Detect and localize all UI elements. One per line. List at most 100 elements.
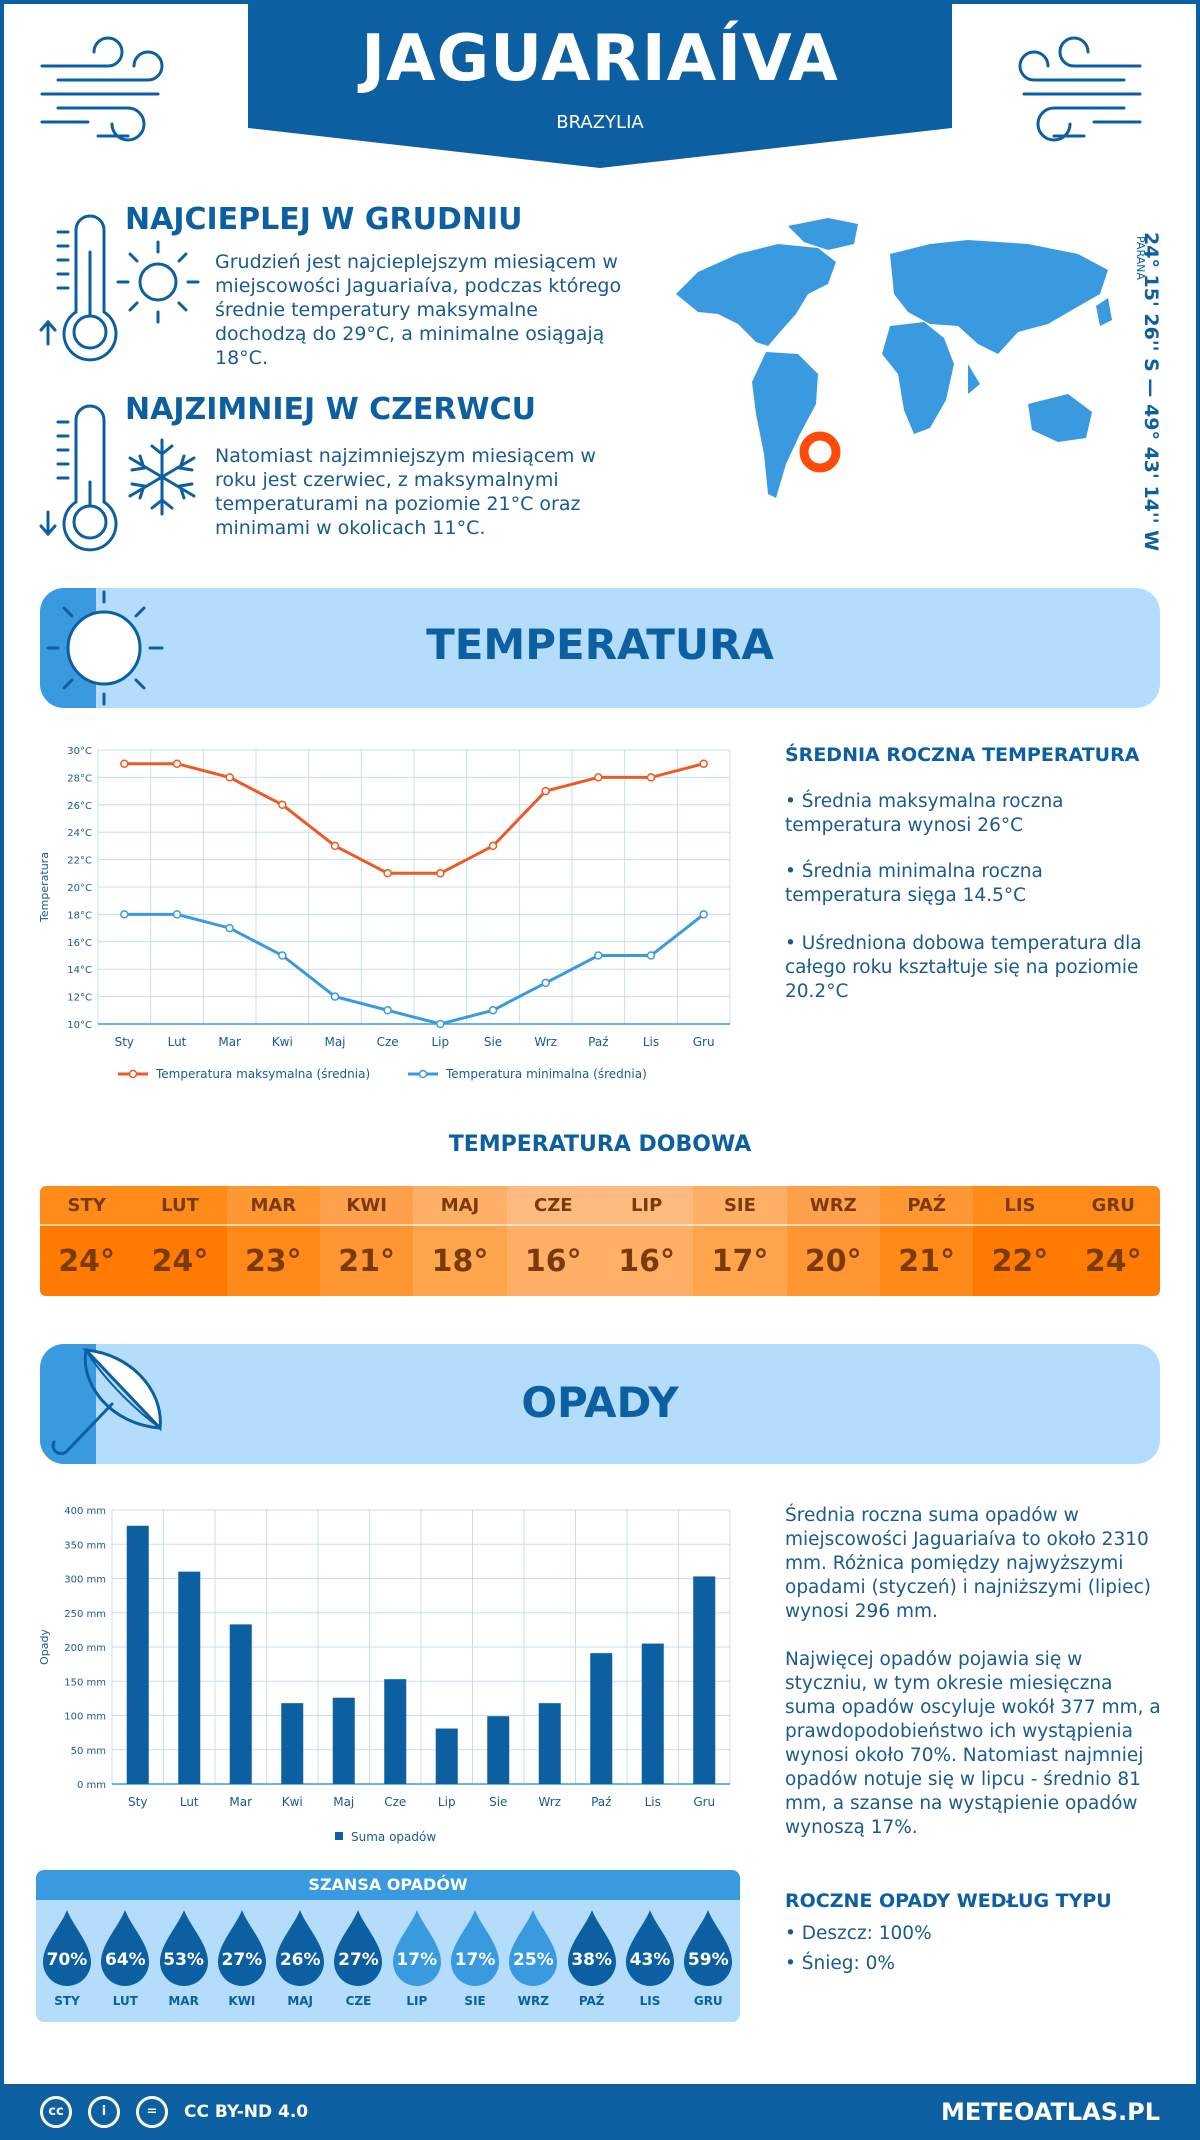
precip-chance-item: 25% WRZ bbox=[504, 1900, 562, 2018]
data-point bbox=[436, 1019, 445, 1029]
raindrop-icon bbox=[334, 1910, 383, 1986]
daily-temp-value: 16° bbox=[506, 1226, 600, 1296]
sun-icon bbox=[46, 590, 164, 706]
y-tick-label: 300 mm bbox=[64, 1575, 106, 1586]
precip-banner bbox=[40, 1344, 1160, 1464]
x-tick-label: Kwi bbox=[282, 1795, 303, 1809]
precip-type-rain: • Deszcz: 100% bbox=[785, 1923, 932, 1944]
data-point bbox=[646, 951, 656, 960]
precip-chance-item: 70% STY bbox=[38, 1900, 96, 2018]
temperature-title: TEMPERATURA bbox=[426, 620, 774, 669]
precip-chance-value: 53% bbox=[163, 1950, 204, 1970]
daily-temp-value: 21° bbox=[879, 1226, 974, 1296]
warmest-title: NAJCIEPLEJ W GRUDNIU bbox=[125, 202, 523, 237]
daily-temp-column: LUT 24° bbox=[133, 1186, 227, 1296]
y-tick-label: 30°C bbox=[67, 746, 92, 757]
legend-swatch bbox=[335, 1832, 343, 1840]
raindrop-icon bbox=[684, 1910, 733, 1986]
daily-temp-column: MAJ 18° bbox=[413, 1186, 507, 1296]
precip-chance-row: 70% STY 64% LUT 53% MAR 27% KWI 26% MAJ 27% CZE 17% L… bbox=[36, 1900, 740, 2018]
daily-temp-table: STY 24° LUT 24° MAR 23° KWI 21° MAJ 18° CZE 16° LIP 1… bbox=[40, 1186, 1160, 1296]
coldest-text: Natomiast najzimniejszym miesiącem w rok… bbox=[215, 445, 596, 539]
precip-chance-item: 59% GRU bbox=[679, 1900, 737, 2018]
daily-temp-value: 24° bbox=[1066, 1226, 1160, 1296]
x-tick-label: Lip bbox=[432, 1035, 450, 1049]
precipitation-chart: 0 mm 50 mm 100 mm 150 mm 200 mm 250 mm 300 mm 3… bbox=[38, 1506, 731, 1844]
data-point bbox=[541, 978, 550, 988]
daily-month-label: SIE bbox=[693, 1186, 787, 1226]
raindrop-icon bbox=[509, 1910, 558, 1986]
raindrop-icon bbox=[101, 1910, 150, 1986]
daily-month-label: LIP bbox=[599, 1186, 694, 1226]
precip-chance-item: 27% KWI bbox=[213, 1900, 271, 2018]
precip-chance-value: 17% bbox=[396, 1950, 438, 1970]
x-tick-label: Sie bbox=[489, 1795, 507, 1809]
precip-chance-month: LIP bbox=[406, 1994, 428, 2008]
y-axis-label: Opady bbox=[38, 1629, 51, 1665]
daily-temp-value: 16° bbox=[599, 1226, 694, 1296]
precip-chance-month: LUT bbox=[112, 1994, 138, 2008]
daily-temp-column: WRZ 20° bbox=[786, 1186, 880, 1296]
precip-chance-month: PAŹ bbox=[578, 1994, 605, 2008]
header-banner bbox=[248, 0, 952, 168]
temperature-banner bbox=[40, 588, 1160, 708]
data-point bbox=[278, 800, 287, 810]
warmest-text: Grudzień jest najcieplejszym miesiącem w… bbox=[215, 251, 622, 369]
precip-bar bbox=[281, 1703, 304, 1784]
precip-bar bbox=[229, 1624, 252, 1784]
precip-bar bbox=[384, 1679, 407, 1784]
region-label: PARANÁ bbox=[1134, 236, 1147, 280]
data-point bbox=[225, 773, 234, 782]
precip-chance-value: 38% bbox=[571, 1950, 613, 1970]
daily-temp-value: 17° bbox=[693, 1226, 787, 1296]
precip-chance-item: 43% LIS bbox=[621, 1900, 679, 2018]
x-tick-label: Mar bbox=[218, 1035, 241, 1049]
y-tick-label: 28°C bbox=[67, 773, 92, 784]
daily-temp-column: LIP 16° bbox=[599, 1186, 694, 1296]
raindrop-icon bbox=[567, 1910, 616, 1986]
x-tick-label: Maj bbox=[324, 1035, 345, 1049]
temperature-chart: 10°C 12°C 14°C 16°C 18°C 20°C 22°C 24°C 26°C 28°C… bbox=[38, 746, 731, 1081]
attribution-icon: i bbox=[88, 2096, 120, 2128]
daily-month-label: PAŹ bbox=[879, 1186, 974, 1226]
data-point bbox=[488, 1006, 498, 1015]
precip-chance-item: 26% MAJ bbox=[271, 1900, 329, 2018]
y-tick-label: 24°C bbox=[67, 828, 92, 839]
precip-bar bbox=[693, 1576, 716, 1784]
daily-temp-column: LIS 22° bbox=[973, 1186, 1067, 1296]
daily-month-label: GRU bbox=[1066, 1186, 1160, 1226]
avg-min-bullet: • Średnia minimalna roczna temperatura s… bbox=[785, 861, 1043, 906]
raindrop-icon bbox=[625, 1910, 674, 1986]
precip-bar bbox=[178, 1571, 201, 1784]
daily-temp-value: 23° bbox=[226, 1226, 320, 1296]
footer: cc i = CC BY-ND 4.0 METEOATLAS.PL bbox=[0, 2084, 1200, 2140]
precip-chance-value: 25% bbox=[513, 1950, 554, 1970]
data-point bbox=[225, 923, 234, 933]
daily-month-label: LIS bbox=[973, 1186, 1067, 1226]
x-tick-label: Lis bbox=[643, 1035, 659, 1049]
raindrop-icon bbox=[43, 1910, 91, 1986]
data-point bbox=[699, 910, 708, 919]
daily-temp-value: 18° bbox=[413, 1226, 507, 1296]
y-tick-label: 50 mm bbox=[71, 1746, 106, 1757]
y-tick-label: 100 mm bbox=[64, 1712, 106, 1723]
y-tick-label: 14°C bbox=[67, 965, 92, 976]
data-point bbox=[436, 869, 445, 878]
raindrop-icon bbox=[159, 1910, 208, 1986]
precip-chance-item: 38% PAŹ bbox=[563, 1900, 621, 2018]
precip-bar bbox=[126, 1525, 149, 1784]
country-label: BRAZYLIA bbox=[556, 112, 644, 133]
precip-title: OPADY bbox=[521, 1378, 679, 1427]
daily-month-label: STY bbox=[40, 1186, 134, 1226]
data-point bbox=[646, 773, 656, 782]
data-point bbox=[120, 759, 129, 768]
x-tick-label: Cze bbox=[384, 1795, 406, 1809]
daily-temp-column: KWI 21° bbox=[319, 1186, 414, 1296]
data-point bbox=[172, 759, 182, 768]
location-marker bbox=[799, 431, 841, 473]
brand-link[interactable]: METEOATLAS.PL bbox=[940, 2098, 1160, 2126]
daily-month-label: MAJ bbox=[413, 1186, 507, 1226]
precip-bar bbox=[641, 1643, 664, 1784]
avg-temp-title: ŚREDNIA ROCZNA TEMPERATURA bbox=[785, 744, 1140, 766]
daily-temp-value: 24° bbox=[40, 1226, 134, 1296]
